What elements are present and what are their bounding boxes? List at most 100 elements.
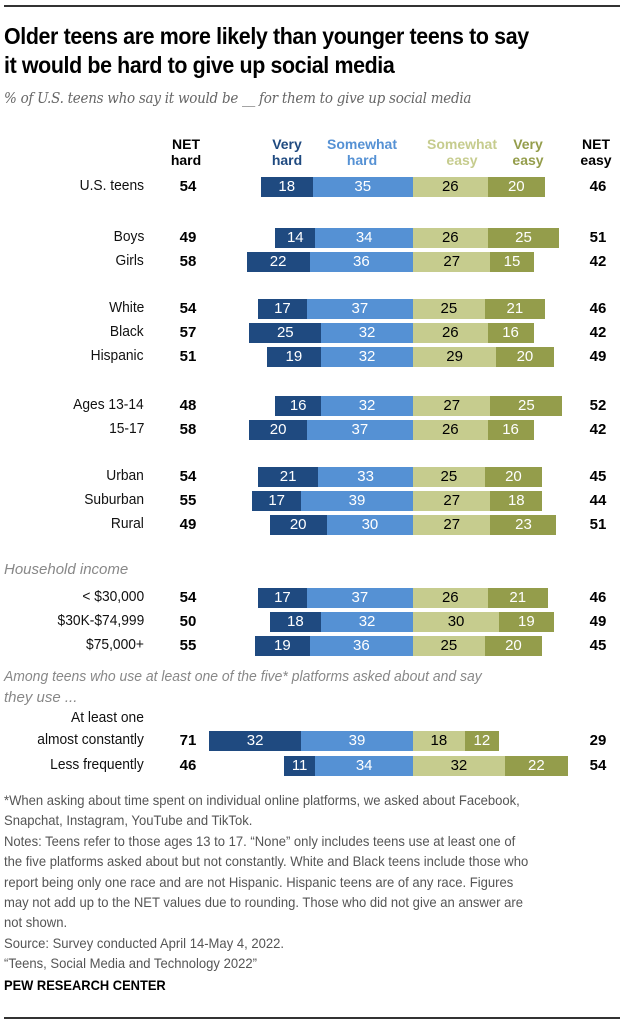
row-label-u-s-teens: U.S. teens [80, 175, 144, 197]
notes-line: report being only one race and are not H… [4, 874, 514, 890]
bar-segment-somewhat-easy: 26 [413, 177, 488, 197]
bar-segment-very-easy: 19 [499, 612, 554, 632]
row-label-ages-13-14: Ages 13-14 [73, 394, 144, 416]
bar-segment-very-hard: 21 [258, 467, 319, 487]
net-hard-value: 54 [179, 178, 197, 195]
title-line-2: it would be hard to give up social media [4, 52, 395, 78]
net-easy-value: 45 [589, 637, 607, 654]
net-easy-value: 42 [589, 421, 607, 438]
header-somewhat-hard-line2: hard [346, 152, 378, 168]
row-label-line: $30K-$74,999 [57, 612, 144, 629]
bar-segment-very-easy: 15 [490, 252, 534, 272]
top-rule [4, 5, 620, 7]
header-net-hard-line1: NET [172, 136, 200, 152]
row-label-line: Black [110, 323, 144, 340]
header-net-hard-line2: hard [170, 152, 202, 168]
bar-segment-very-hard: 19 [266, 347, 322, 367]
bar-segment-very-hard: 17 [258, 588, 307, 608]
net-hard-value: 54 [179, 468, 197, 485]
notes-line: Notes: Teens refer to those ages 13 to 1… [4, 833, 516, 849]
header-very-hard: Very hard [262, 136, 312, 168]
row-label-hispanic: Hispanic [91, 345, 144, 367]
bar-segment-somewhat-easy: 30 [413, 612, 500, 632]
net-easy-value: 44 [589, 492, 607, 509]
bar-segment-very-hard: 17 [258, 299, 307, 319]
net-hard-value: 71 [179, 732, 197, 749]
bar-segment-somewhat-hard: 37 [306, 588, 413, 608]
net-easy-value: 42 [589, 253, 607, 270]
bar-segment-very-hard: 20 [269, 515, 327, 535]
net-easy-value: 46 [589, 589, 607, 606]
bar-segment-somewhat-easy: 26 [413, 228, 488, 248]
header-very-easy: Very easy [502, 136, 554, 168]
net-easy-value: 49 [589, 613, 607, 630]
bar-segment-very-hard: 18 [269, 612, 322, 632]
net-easy-value: 42 [589, 324, 607, 341]
net-hard-value: 50 [179, 613, 197, 630]
bar-segment-somewhat-hard: 32 [321, 323, 413, 343]
net-easy-value: 49 [589, 348, 607, 365]
header-somewhat-easy: Somewhat easy [413, 136, 511, 168]
row-label-white: White [109, 297, 144, 319]
bar-segment-somewhat-hard: 32 [321, 612, 413, 632]
footnote-line: *When asking about time spent on individ… [4, 793, 520, 808]
footnote-line: Snapchat, Instagram, YouTube and TikTok. [4, 813, 253, 829]
net-hard-value: 58 [179, 421, 197, 438]
header-net-easy-line1: NET [582, 136, 610, 152]
bar-segment-very-easy: 20 [487, 177, 545, 197]
row-label-girls: Girls [116, 250, 144, 272]
bar-segment-somewhat-easy: 27 [413, 491, 491, 511]
bar-segment-very-hard: 20 [249, 420, 307, 440]
bar-segment-very-easy: 12 [464, 731, 500, 751]
bar-segment-somewhat-easy: 25 [413, 467, 485, 487]
row-label-suburban: Suburban [84, 489, 144, 511]
section-platform-line1: Among teens who use at least one of the … [4, 668, 482, 685]
bar-segment-somewhat-hard: 36 [309, 252, 413, 272]
net-hard-value: 55 [179, 637, 197, 654]
row-label-line: Suburban [84, 491, 144, 508]
bar-segment-somewhat-easy: 29 [413, 347, 497, 367]
bar-segment-somewhat-hard: 37 [306, 299, 413, 319]
chart-title: Older teens are more likely than younger… [4, 22, 573, 80]
row-label-urban: Urban [106, 465, 144, 487]
bar-segment-very-easy: 20 [484, 636, 543, 656]
header-somewhat-easy-line2: easy [446, 152, 478, 168]
net-easy-value: 51 [589, 516, 607, 533]
notes-line: not shown. [4, 915, 68, 931]
net-easy-value: 46 [589, 300, 607, 317]
bar-segment-very-easy: 18 [490, 491, 543, 511]
row-label-line: White [108, 299, 144, 316]
bar-segment-very-hard: 25 [249, 323, 322, 343]
header-very-easy-line1: Very [513, 136, 543, 152]
bar-segment-very-easy: 25 [487, 228, 560, 248]
net-hard-value: 54 [179, 300, 197, 317]
bar-segment-somewhat-easy: 25 [413, 636, 485, 656]
bar-segment-somewhat-hard: 34 [315, 756, 413, 776]
bar-segment-very-easy: 20 [484, 467, 543, 487]
bar-segment-somewhat-hard: 30 [326, 515, 413, 535]
notes-line: may not add up to the NET values due to … [4, 895, 523, 911]
row-label-rural: Rural [111, 513, 144, 535]
net-hard-value: 51 [179, 348, 197, 365]
row-label-line: Urban [106, 467, 144, 484]
bar-segment-very-easy: 25 [490, 396, 563, 416]
bar-segment-somewhat-easy: 18 [413, 731, 465, 751]
bar-segment-somewhat-hard: 39 [301, 491, 413, 511]
row-label-line: $75,000+ [86, 636, 144, 653]
bar-segment-somewhat-easy: 26 [413, 420, 488, 440]
net-easy-value: 54 [589, 757, 607, 774]
row-label-75-000: $75,000+ [86, 634, 144, 656]
header-very-hard-line1: Very [272, 136, 302, 152]
section-household-income: Household income [4, 561, 129, 578]
row-label-line: Hispanic [91, 347, 144, 364]
row-label-less-frequently: Less frequently [50, 754, 144, 776]
chart-subtitle: % of U.S. teens who say it would be __ f… [4, 89, 472, 107]
net-easy-value: 51 [589, 229, 607, 246]
net-hard-value: 55 [179, 492, 197, 509]
source-line: Source: Survey conducted April 14-May 4,… [4, 935, 285, 951]
bar-segment-very-hard: 19 [255, 636, 310, 656]
bar-segment-very-hard: 14 [275, 228, 316, 248]
section-platform-use: Among teens who use at least one of the … [4, 666, 518, 708]
bar-segment-somewhat-easy: 27 [413, 396, 491, 416]
bar-segment-somewhat-hard: 33 [318, 467, 413, 487]
